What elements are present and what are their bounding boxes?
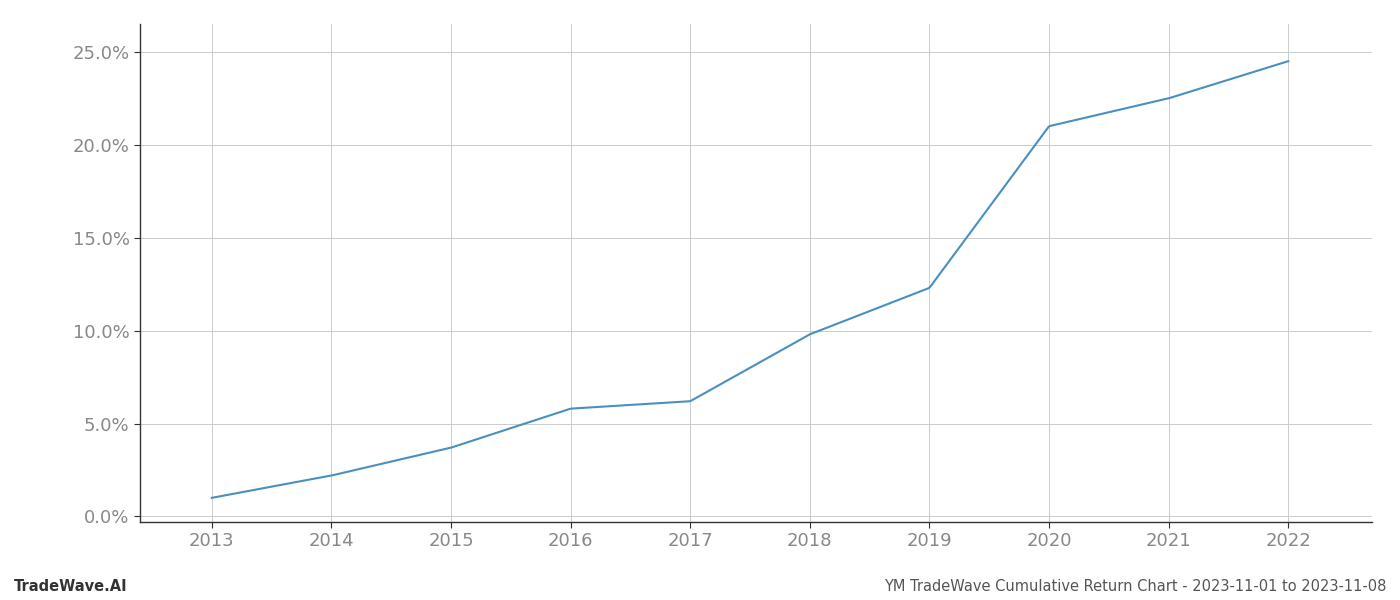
Text: TradeWave.AI: TradeWave.AI (14, 579, 127, 594)
Text: YM TradeWave Cumulative Return Chart - 2023-11-01 to 2023-11-08: YM TradeWave Cumulative Return Chart - 2… (883, 579, 1386, 594)
